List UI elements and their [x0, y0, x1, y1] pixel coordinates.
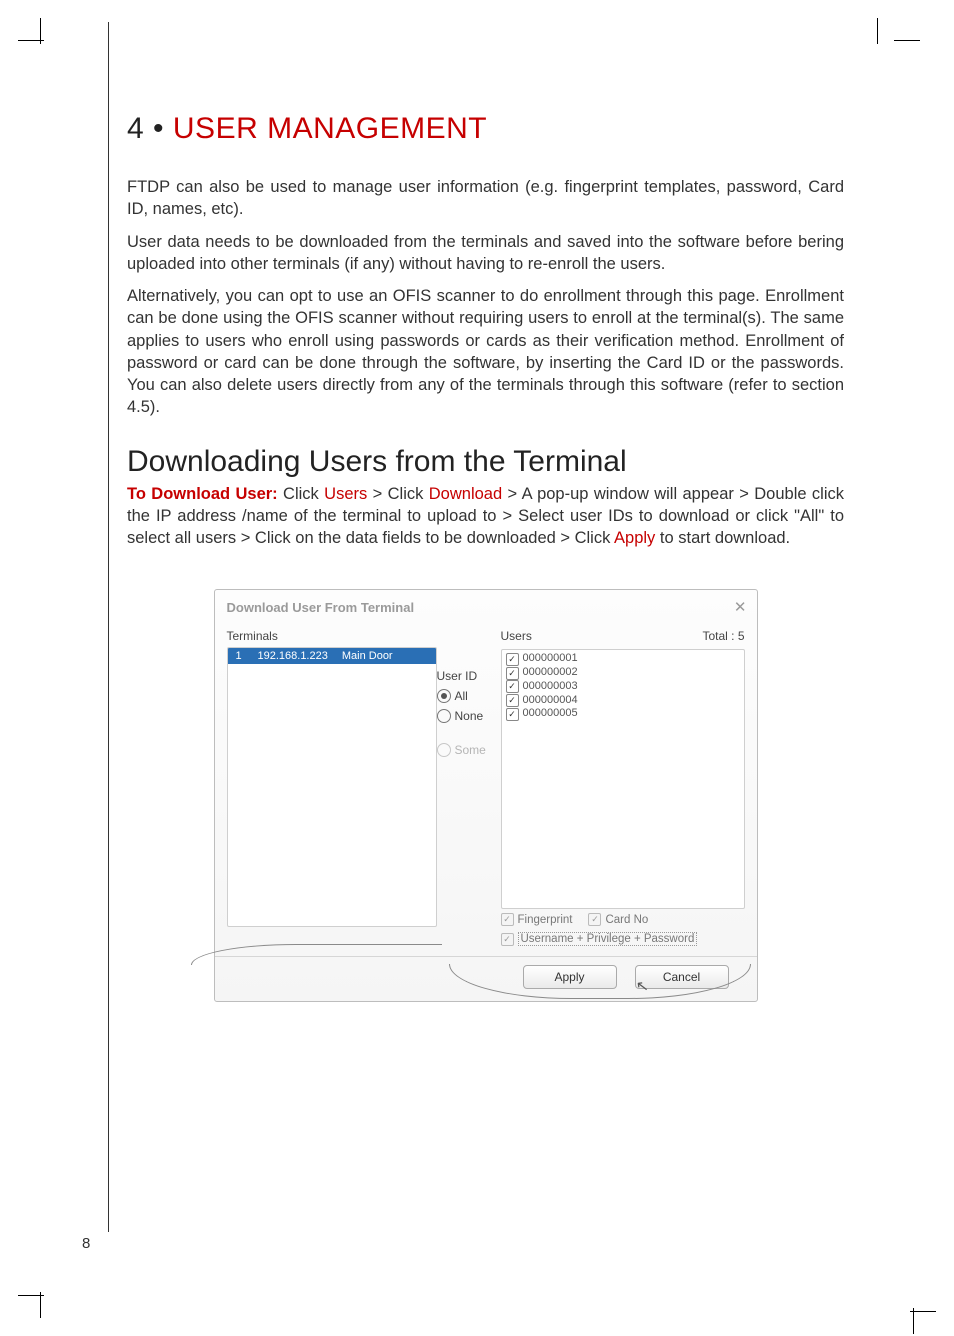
checkbox-icon[interactable]: [506, 708, 519, 721]
user-row[interactable]: 000000004: [506, 694, 740, 708]
download-user-dialog: Download User From Terminal ✕ Terminals …: [214, 589, 758, 1002]
user-id: 000000003: [523, 680, 578, 694]
field-fingerprint[interactable]: Fingerprint: [501, 913, 573, 926]
user-row[interactable]: 000000001: [506, 652, 740, 666]
field-fingerprint-label: Fingerprint: [518, 914, 573, 926]
terminal-index: 1: [234, 650, 244, 662]
user-id: 000000002: [523, 666, 578, 680]
instr-apply: Apply: [614, 529, 655, 547]
radio-icon: [437, 689, 451, 703]
checkbox-icon[interactable]: [588, 913, 601, 926]
page: 4 • USER MANAGEMENT FTDP can also be use…: [0, 0, 954, 1336]
terminals-label: Terminals: [227, 629, 437, 643]
paragraph-3: Alternatively, you can opt to use an OFI…: [127, 285, 844, 419]
dialog-body: Terminals 1 192.168.1.223 Main Door User…: [215, 623, 757, 954]
users-header: Users Total : 5: [501, 629, 745, 647]
field-cardno-label: Card No: [605, 914, 648, 926]
user-id: 000000005: [523, 707, 578, 721]
user-row[interactable]: 000000002: [506, 666, 740, 680]
instr-seg: to start download.: [655, 529, 790, 547]
userid-label: User ID: [437, 669, 501, 683]
screenshot-wrap: Download User From Terminal ✕ Terminals …: [127, 589, 844, 1002]
checkbox-icon[interactable]: [506, 694, 519, 707]
users-total: Total : 5: [702, 629, 744, 643]
bullet: •: [153, 112, 164, 145]
user-id: 000000001: [523, 652, 578, 666]
radio-none[interactable]: None: [437, 709, 501, 723]
chapter-heading: 4 • USER MANAGEMENT: [127, 112, 844, 146]
terminals-column: Terminals 1 192.168.1.223 Main Door: [227, 629, 437, 952]
fields-row-1: Fingerprint Card No: [501, 909, 745, 928]
checkbox-icon[interactable]: [501, 933, 514, 946]
user-id: 000000004: [523, 694, 578, 708]
terminal-name: Main Door: [342, 650, 393, 662]
users-list[interactable]: 000000001 000000002 000000003 000000004 …: [501, 649, 745, 909]
field-cardno[interactable]: Card No: [588, 913, 648, 926]
users-label: Users: [501, 629, 532, 643]
radio-none-label: None: [455, 709, 484, 723]
cropmark: [877, 18, 878, 44]
user-row[interactable]: 000000005: [506, 707, 740, 721]
dialog-button-row: Apply Cancel ↖: [215, 957, 757, 1001]
radio-some-label: Some: [455, 743, 486, 757]
content-column: 4 • USER MANAGEMENT FTDP can also be use…: [108, 22, 844, 1232]
apply-button[interactable]: Apply: [523, 965, 617, 989]
instruction-paragraph: To Download User: Click Users > Click Do…: [127, 483, 844, 550]
chapter-title: USER MANAGEMENT: [173, 112, 487, 145]
radio-all-label: All: [455, 689, 468, 703]
dialog-title: Download User From Terminal: [215, 590, 757, 623]
cropmark: [913, 1308, 914, 1334]
user-row[interactable]: 000000003: [506, 680, 740, 694]
fields-row-2: Username + Privilege + Password: [501, 928, 745, 952]
cropmark: [40, 18, 41, 44]
cursor-icon: ↖: [635, 977, 650, 997]
cropmark: [894, 40, 920, 41]
paragraph-1: FTDP can also be used to manage user inf…: [127, 176, 844, 221]
instr-download: Download: [429, 485, 502, 503]
instr-users: Users: [324, 485, 367, 503]
checkbox-icon[interactable]: [506, 680, 519, 693]
radio-icon: [437, 743, 451, 757]
instr-seg: Click: [278, 485, 324, 503]
chapter-number: 4: [127, 112, 144, 145]
terminal-ip: 192.168.1.223: [258, 650, 328, 662]
radio-all[interactable]: All: [437, 689, 501, 703]
field-username-priv-pw[interactable]: Username + Privilege + Password: [501, 932, 698, 946]
cropmark: [40, 1292, 41, 1318]
terminals-list[interactable]: 1 192.168.1.223 Main Door: [227, 647, 437, 927]
checkbox-icon[interactable]: [506, 667, 519, 680]
instr-seg: > Click: [367, 485, 429, 503]
users-column: Users Total : 5 000000001 000000002 0000…: [501, 629, 745, 952]
userid-filter-column: User ID All None Some: [437, 629, 501, 952]
instr-lead: To Download User:: [127, 485, 278, 503]
paragraph-2: User data needs to be downloaded from th…: [127, 231, 844, 276]
field-upw-label: Username + Privilege + Password: [518, 932, 698, 946]
radio-icon: [437, 709, 451, 723]
checkbox-icon[interactable]: [501, 913, 514, 926]
checkbox-icon[interactable]: [506, 653, 519, 666]
close-icon[interactable]: ✕: [734, 598, 747, 616]
terminal-row-selected[interactable]: 1 192.168.1.223 Main Door: [228, 648, 436, 664]
radio-some: Some: [437, 743, 501, 757]
section-heading: Downloading Users from the Terminal: [127, 445, 844, 479]
page-number: 8: [82, 1235, 90, 1252]
